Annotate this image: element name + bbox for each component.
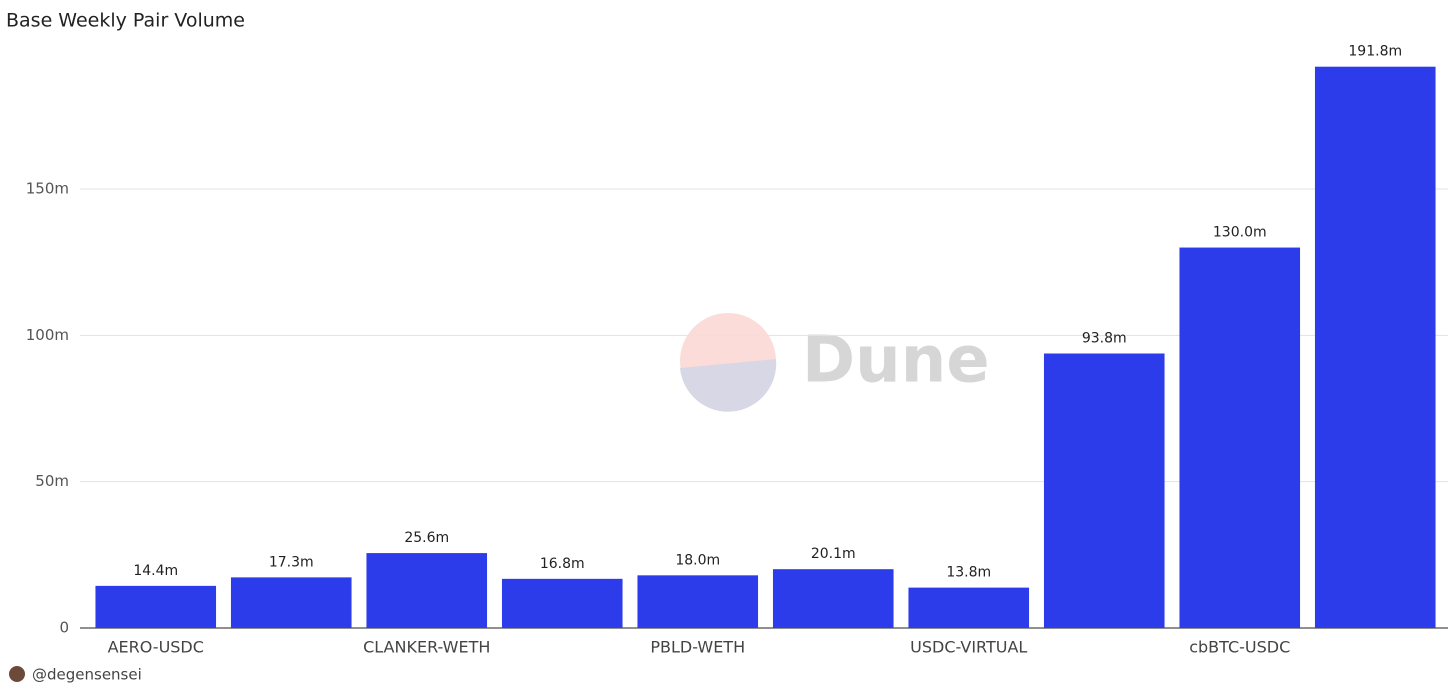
value-label: 130.0m [1213,225,1267,241]
bar [501,578,623,628]
value-label: 191.8m [1348,44,1402,60]
watermark-logo [680,313,777,412]
y-tick-label: 100m [26,326,69,344]
y-tick-label: 0 [59,619,69,637]
bar [366,553,488,628]
bar [637,575,759,628]
chart-title: Base Weekly Pair Volume [6,10,245,32]
bar [1043,353,1165,628]
x-tick-label: PBLD-WETH [650,638,745,657]
x-tick-label: CLANKER-WETH [363,638,490,657]
value-label: 17.3m [269,554,314,570]
value-label: 16.8m [540,556,585,572]
bar [772,569,894,628]
value-label: 25.6m [404,530,449,546]
author: @degensensei [32,666,142,684]
value-label: 93.8m [1082,330,1127,346]
bar [95,585,217,628]
x-tick-label: AERO-USDC [108,638,204,657]
y-tick-label: 150m [26,180,69,198]
x-tick-label: USDC-VIRTUAL [910,638,1027,657]
bar [908,587,1030,628]
value-label: 18.0m [675,552,720,568]
value-label: 13.8m [946,565,991,581]
bar [1179,247,1301,628]
x-tick-label: cbBTC-USDC [1189,638,1290,657]
author-avatar [9,666,25,682]
bar [230,577,352,628]
value-label: 14.4m [133,563,178,579]
y-tick-label: 50m [35,472,69,490]
logo-bottom [680,359,777,412]
bar [1314,66,1436,628]
value-label: 20.1m [811,546,856,562]
watermark-text: Dune [802,324,990,398]
